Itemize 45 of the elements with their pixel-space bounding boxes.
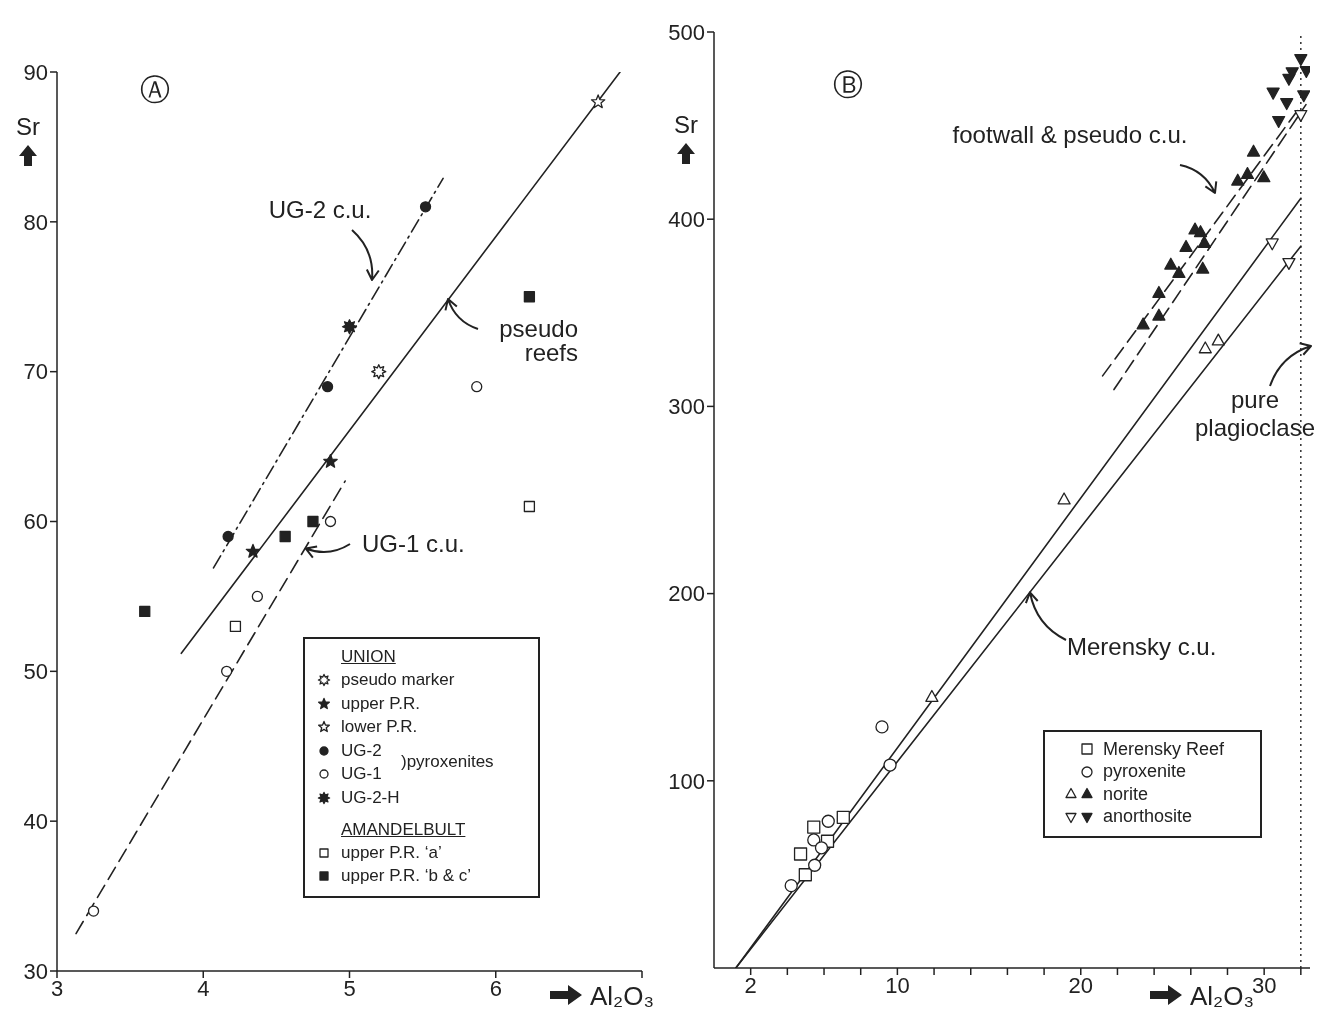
legend-label: upper P.R. [341,693,421,714]
annotation: footwall & pseudo c.u. [952,121,1188,148]
x-tick-label: 2 [744,972,757,998]
y-tick-label: 300 [668,394,705,420]
annotation: UNION [340,646,397,668]
legend-label: anorthosite [1103,806,1193,828]
y-axis-title: Sr [674,111,699,138]
legend-label: upper P.R. ‘a’ [341,842,442,863]
annotation: UG-2 c.u. [268,196,372,223]
x-tick-label: 3 [50,975,64,1001]
legend-label: lower P.R. [341,717,418,738]
y-tick-label: 90 [23,59,48,85]
legend-label: UG-1 [341,764,382,785]
legend-label: norite [1103,783,1149,805]
y-tick-label: 100 [668,768,705,794]
y-tick-label: 70 [23,359,48,385]
legend-label: pseudo marker [341,670,455,691]
annotation: Ⓐ [140,73,170,106]
legend-label: UG-2-H [341,787,400,808]
x-tick-label: 4 [197,975,210,1001]
y-tick-label: 40 [23,808,48,834]
annotation: pseudo reefs [499,315,578,366]
annotation: AMANDELBULT [340,818,467,841]
x-tick-label: 30 [1251,972,1277,998]
annotation: Merensky c.u. [1067,633,1217,660]
legend-label: pyroxenite [1103,761,1187,783]
legend-label: upper P.R. ‘b & c’ [341,866,472,887]
legend-label: Merensky Reef [1103,738,1225,760]
x-tick-label: 5 [343,975,356,1001]
y-tick-label: 500 [668,19,705,45]
legend-label: UG-2 [341,740,382,761]
y-tick-label: 80 [23,209,48,235]
y-tick-label: 200 [668,581,705,607]
x-tick-label: 20 [1068,972,1094,998]
annotation: )pyroxenites [401,751,494,772]
x-tick-label: 10 [885,972,910,998]
annotation: Ⓑ [833,68,863,101]
x-tick-label: 6 [489,975,502,1001]
ref-line-label: pure plagioclase [1194,386,1316,441]
y-tick-label: 400 [668,207,705,233]
y-axis-title: Sr [16,113,41,140]
annotation: UG-1 c.u. [362,530,465,557]
x-axis-title: Al₂O₃ [590,981,655,1011]
y-tick-label: 60 [23,509,48,535]
y-tick-label: 50 [23,659,48,685]
